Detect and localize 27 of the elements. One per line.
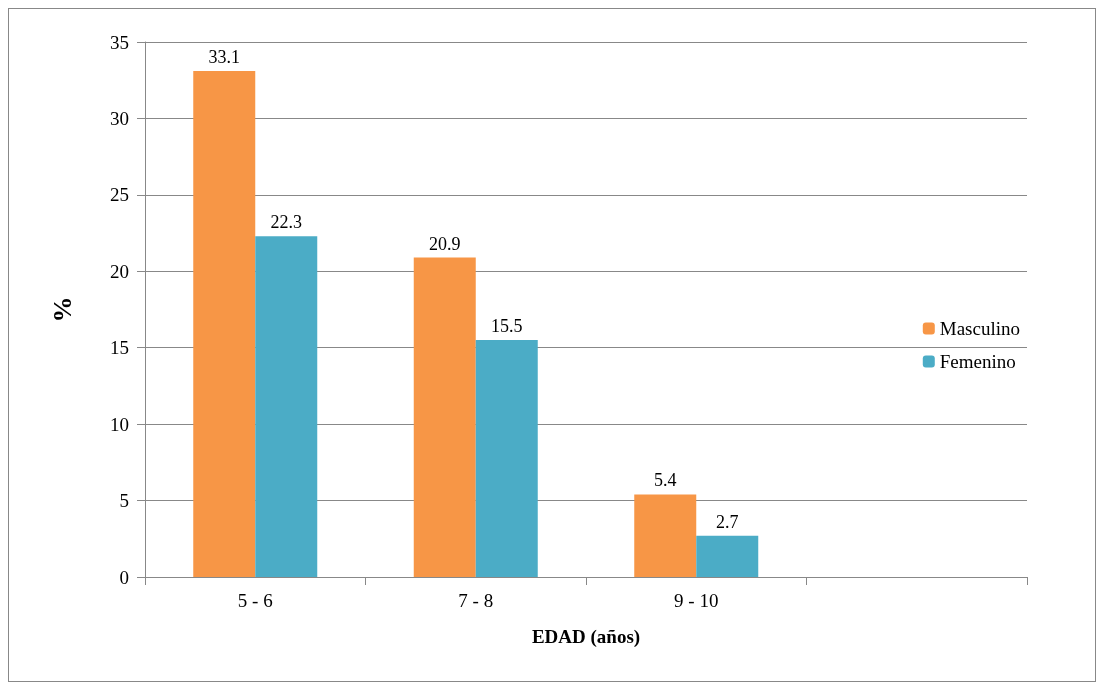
x-tick-label: 7 - 8: [458, 590, 494, 611]
y-axis-title: %: [47, 296, 77, 323]
data-label: 15.5: [491, 316, 523, 337]
data-label: 22.3: [270, 212, 302, 233]
y-tick-label: 30: [110, 107, 129, 129]
data-label: 5.4: [654, 470, 677, 491]
legend-label: Femenino: [939, 351, 1016, 372]
bar: [634, 494, 697, 577]
legend-label: Masculino: [939, 318, 1021, 339]
x-tick-label: 5 - 6: [237, 590, 273, 611]
y-tick-label: 25: [110, 184, 129, 206]
x-tick-label: 9 - 10: [674, 590, 719, 611]
bar: [193, 71, 256, 577]
y-tick-label: 20: [110, 260, 129, 282]
bar: [413, 257, 476, 577]
data-label: 33.1: [208, 47, 240, 68]
bar: [696, 535, 759, 577]
y-tick-label: 35: [110, 31, 129, 53]
y-tick-label: 15: [110, 337, 129, 359]
y-tick-label: 10: [110, 413, 129, 435]
bar: [475, 340, 538, 577]
y-tick-label: 5: [119, 490, 129, 512]
data-label: 2.7: [716, 511, 739, 532]
x-axis-title: EDAD (años): [531, 626, 641, 648]
data-label: 20.9: [429, 233, 461, 254]
bar: [255, 236, 318, 577]
y-tick-label: 0: [119, 566, 129, 588]
